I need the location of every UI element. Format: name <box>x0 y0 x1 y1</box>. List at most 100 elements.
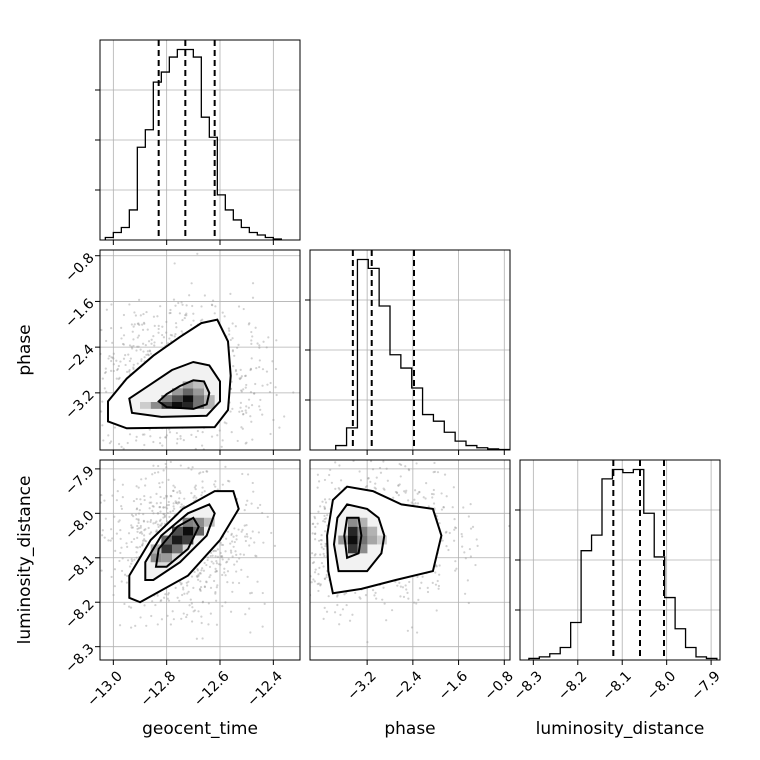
sample-point <box>467 601 470 605</box>
sample-point <box>319 538 322 542</box>
sample-point <box>198 472 201 475</box>
sample-point <box>201 486 204 489</box>
sample-point <box>104 517 107 520</box>
sample-point <box>199 588 202 591</box>
sample-point <box>415 631 419 634</box>
sample-point <box>172 502 175 505</box>
sample-point <box>72 378 74 380</box>
sample-point <box>435 609 438 612</box>
sample-point <box>197 573 200 576</box>
sample-point <box>203 294 206 297</box>
sample-point <box>139 498 142 501</box>
density-cell <box>150 544 162 554</box>
sample-point <box>233 563 236 566</box>
panel-geocent_time-phase: −3.2 −2.4 −1.6 −0.8 phase <box>15 249 301 467</box>
sample-point <box>134 314 137 317</box>
sample-point <box>374 482 377 485</box>
sample-point <box>121 496 124 499</box>
sample-point <box>220 556 223 559</box>
sample-point <box>138 298 141 302</box>
sample-point <box>215 560 218 563</box>
sample-point <box>265 346 268 349</box>
sample-point <box>314 532 317 535</box>
sample-point <box>244 409 247 412</box>
sample-point <box>416 575 419 578</box>
sample-point <box>118 376 121 379</box>
sample-point <box>179 464 182 467</box>
y-axis-label-luminosity_distance: luminosity_distance <box>15 476 35 645</box>
sample-point <box>242 413 245 416</box>
sample-point <box>205 581 208 584</box>
sample-point <box>148 507 151 510</box>
sample-point <box>221 558 224 561</box>
contour-level-2 <box>128 360 221 418</box>
sample-point <box>402 595 406 598</box>
sample-point <box>171 456 173 458</box>
sample-point <box>120 546 123 549</box>
sample-point <box>221 543 225 547</box>
sample-point <box>469 527 473 530</box>
sample-point <box>120 507 124 510</box>
density-cell <box>377 535 387 545</box>
sample-point <box>133 311 136 314</box>
sample-point <box>306 545 308 547</box>
sample-point <box>366 641 369 644</box>
sample-point <box>226 479 230 482</box>
sample-point <box>433 470 437 473</box>
sample-point <box>416 502 420 505</box>
y-tick-label: −8.2 <box>62 597 97 632</box>
x-tick-label: −1.6 <box>436 668 471 703</box>
x-tick-label: −13.0 <box>84 668 126 710</box>
sample-point <box>136 530 139 533</box>
sample-point <box>431 581 434 584</box>
sample-point <box>243 509 246 512</box>
sample-point <box>431 496 434 499</box>
sample-point <box>251 530 254 533</box>
sample-point <box>198 572 202 575</box>
sample-point <box>112 369 115 373</box>
sample-point <box>113 515 116 518</box>
sample-point <box>207 602 210 605</box>
sample-point <box>170 495 173 498</box>
sample-point <box>167 599 171 602</box>
sample-point <box>248 607 251 610</box>
sample-point <box>150 338 153 341</box>
sample-point <box>304 523 306 525</box>
sample-point <box>251 481 254 485</box>
sample-point <box>396 584 399 587</box>
sample-point <box>123 573 127 576</box>
sample-point <box>111 341 114 344</box>
sample-point <box>140 530 143 534</box>
sample-point <box>261 511 264 515</box>
sample-point <box>290 517 292 519</box>
sample-point <box>438 573 441 576</box>
sample-point <box>128 359 131 363</box>
sample-point <box>231 337 234 340</box>
sample-point <box>238 410 241 413</box>
sample-point <box>463 551 466 554</box>
sample-point <box>319 553 322 556</box>
sample-point <box>226 570 230 573</box>
sample-point <box>162 506 165 509</box>
sample-point <box>214 567 217 570</box>
sample-point <box>216 434 219 437</box>
sample-point <box>121 483 124 486</box>
sample-point <box>215 570 218 573</box>
sample-point <box>407 597 410 600</box>
sample-point <box>304 480 306 482</box>
sample-point <box>407 499 410 502</box>
sample-point <box>302 580 304 582</box>
sample-point <box>162 336 166 339</box>
sample-point <box>164 436 167 439</box>
sample-point <box>324 542 327 545</box>
sample-point <box>180 582 183 585</box>
sample-point <box>145 465 147 467</box>
sample-point <box>110 356 113 359</box>
sample-point <box>131 526 134 529</box>
sample-point <box>288 614 290 616</box>
sample-point <box>150 614 153 618</box>
sample-point <box>209 574 212 577</box>
sample-point <box>153 341 156 344</box>
sample-point <box>130 626 133 629</box>
